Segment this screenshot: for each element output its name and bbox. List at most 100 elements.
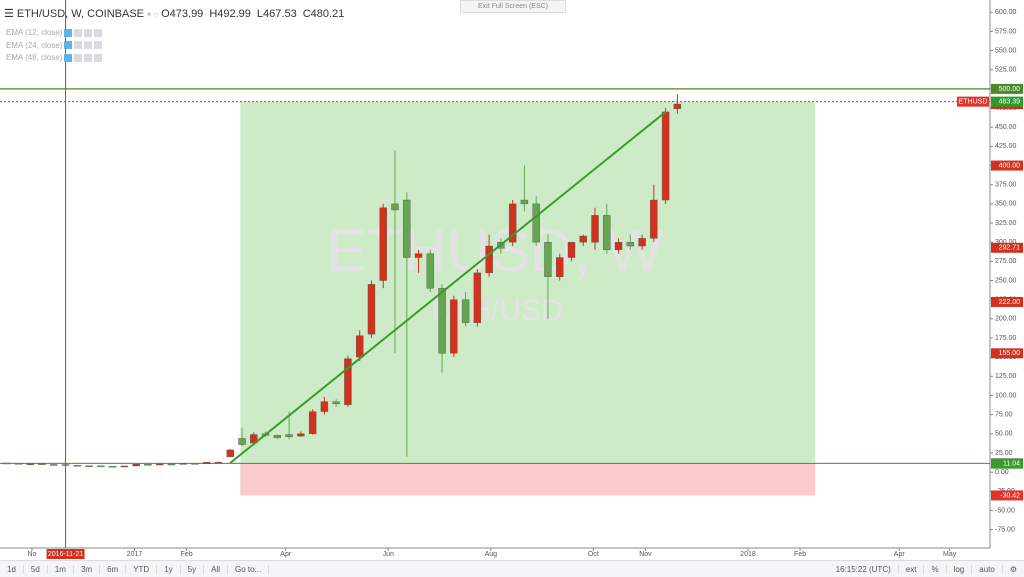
candle-body	[120, 465, 129, 468]
ohlc-value: 480.21	[310, 8, 345, 20]
candle-body	[485, 245, 493, 274]
candle-body	[638, 238, 646, 247]
candle-body	[26, 463, 34, 465]
price-label-bg	[991, 160, 1023, 171]
y-tick-label: 325.00	[995, 220, 1017, 227]
y-tick-label: 525.00	[995, 67, 1017, 74]
range-button[interactable]: 5d	[24, 564, 48, 574]
symbol-tag: ETHUSD	[959, 98, 988, 105]
price-label: 483.39	[999, 98, 1021, 105]
scale-option[interactable]: log	[947, 564, 973, 574]
y-tick-label: 275.00	[995, 258, 1017, 265]
candle-body	[556, 257, 564, 277]
candle-body	[73, 465, 82, 467]
goto-button[interactable]: Go to...	[228, 564, 270, 574]
indicator-button[interactable]	[64, 53, 73, 62]
x-tick-label: Apr	[280, 551, 292, 558]
range-button[interactable]: 1y	[157, 564, 181, 574]
legend-header: ☰ ETH/USD, W, COINBASE ▾ ○ O473.99 H492.99 L4…	[4, 7, 350, 20]
ohlc-value: 473.99	[169, 8, 204, 20]
y-tick-label: 175.00	[995, 335, 1017, 342]
price-label-bg	[991, 348, 1023, 359]
indicator-button[interactable]	[84, 41, 93, 50]
range-button[interactable]: 5y	[181, 564, 205, 574]
x-tick-label: Jun	[383, 551, 394, 558]
indicator-button[interactable]	[84, 28, 93, 37]
range-button[interactable]: 6m	[100, 564, 127, 574]
ohlc-value: 467.53	[263, 8, 297, 20]
scale-option[interactable]: ext	[899, 564, 925, 574]
candle-body	[508, 203, 517, 243]
candle-body	[461, 299, 470, 323]
ohlc-key: O	[161, 8, 170, 20]
candle-body	[379, 207, 387, 281]
ohlc-key: C	[302, 8, 311, 20]
dropdown[interactable]: ▾ ○	[147, 10, 159, 19]
candle-body	[567, 241, 576, 258]
candle-body	[520, 199, 529, 205]
y-tick-label: -75.00	[995, 526, 1015, 533]
x-tick-label: May	[943, 551, 957, 558]
y-tick-label: 25.00	[995, 450, 1013, 457]
exit-full-screen[interactable]: Exit Full Screen (ESC)	[460, 0, 566, 13]
candle-body	[544, 241, 552, 277]
candle-body	[473, 272, 482, 323]
indicator-button[interactable]	[74, 28, 83, 37]
candle-body	[426, 253, 434, 289]
indicator-button[interactable]	[74, 41, 83, 50]
x-tick-label: Nov	[639, 551, 652, 558]
range-button[interactable]: 3m	[74, 564, 101, 574]
candle-body	[191, 463, 199, 465]
candle-body	[3, 462, 11, 465]
price-label: 292.71	[999, 245, 1021, 252]
scale-option[interactable]: %	[924, 564, 947, 574]
x-tick-label: Feb	[181, 551, 193, 558]
candle-body	[297, 433, 305, 437]
settings-icon[interactable]: ⚙	[1009, 564, 1017, 574]
price-label-bg	[991, 458, 1023, 469]
candle-body	[367, 284, 376, 335]
candle-body	[108, 466, 117, 468]
menu-icon[interactable]: ☰	[4, 8, 14, 20]
scale-option[interactable]: auto	[972, 564, 1003, 574]
candle-body	[226, 449, 234, 457]
indicator-button[interactable]	[64, 41, 73, 50]
range-button[interactable]: 1d	[0, 564, 24, 574]
clock: 16:15:22 (UTC)	[829, 564, 899, 574]
y-tick-label: 550.00	[995, 47, 1017, 54]
indicator-button[interactable]	[74, 53, 83, 62]
indicator-button[interactable]	[94, 53, 103, 62]
y-tick-label: 450.00	[995, 124, 1017, 131]
indicator-button[interactable]	[64, 28, 73, 37]
range-button[interactable]: YTD	[126, 564, 158, 574]
candle-body	[450, 299, 458, 354]
indicator-name: EMA (12, close)	[6, 28, 63, 37]
candle-body	[203, 462, 211, 464]
candle-body	[614, 241, 623, 251]
candle-body	[132, 464, 140, 467]
range-button[interactable]: 1m	[48, 564, 74, 574]
price-label: 222.00	[999, 299, 1021, 306]
candle-body	[603, 215, 611, 251]
price-label: 500.00	[999, 86, 1021, 93]
y-tick-label: 300.00	[995, 239, 1017, 246]
indicator-name: EMA (24, close)	[6, 40, 63, 50]
indicator-button[interactable]	[84, 53, 93, 62]
price-label: 400.00	[999, 162, 1021, 169]
indicator-button[interactable]	[94, 41, 103, 50]
loss-zone	[240, 463, 816, 496]
candle-body	[673, 103, 682, 110]
range-button[interactable]: All	[204, 564, 228, 574]
candle-body	[532, 203, 540, 243]
candle-body	[332, 401, 340, 405]
candle-body	[50, 464, 58, 466]
candle-body	[391, 203, 399, 211]
y-tick-label: 100.00	[995, 392, 1017, 399]
indicator-name: EMA (48, close)	[6, 53, 63, 62]
indicator-button[interactable]	[94, 28, 103, 37]
y-tick-label: 0.00	[995, 469, 1009, 476]
y-tick-label: 125.00	[995, 373, 1017, 380]
y-tick-label: 375.00	[995, 182, 1017, 189]
ohlc-key: L	[256, 8, 264, 20]
